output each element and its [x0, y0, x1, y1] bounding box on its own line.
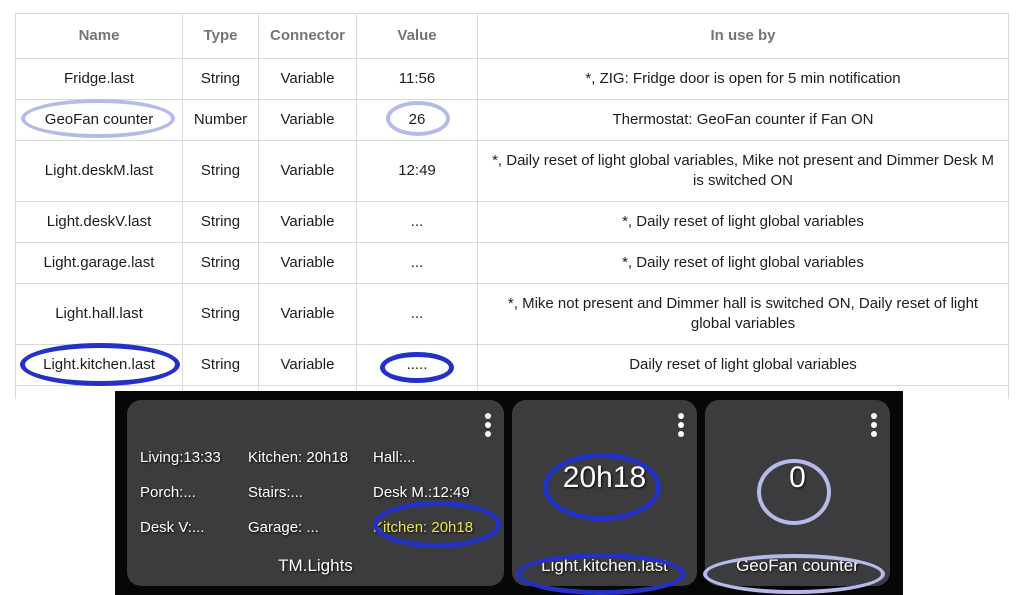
status-porch: Porch:... [140, 484, 196, 501]
cell-in-use-by: *, Mike not present and Dimmer hall is s… [477, 283, 1009, 345]
cell-type: String [182, 58, 259, 100]
cell-type: String [182, 283, 259, 345]
cell-value: ... [356, 242, 478, 284]
tile-title: TM.Lights [278, 556, 353, 575]
global-variables-table-container: Name Type Connector Value In use by Frid… [15, 13, 1009, 399]
kebab-menu-icon[interactable] [485, 413, 491, 437]
status-kitchen-highlighted: Kitchen: 20h18 [373, 519, 474, 536]
column-header-in-use-by: In use by [477, 13, 1009, 59]
cell-connector: Variable [258, 140, 357, 202]
cell-name: Fridge.last [15, 58, 183, 100]
cell-type: String [182, 344, 259, 386]
lights-status-grid: Living:13:33 Kitchen: 20h18 Hall:... Por… [127, 400, 504, 545]
cell-value: 26 [356, 99, 478, 141]
cell-name: Light.garage.last [15, 242, 183, 284]
tile-title: Light.kitchen.last [541, 556, 668, 575]
cell-in-use-by: Thermostat: GeoFan counter if Fan ON [477, 99, 1009, 141]
table-row: Light.hall.last String Variable ... *, M… [15, 283, 1009, 345]
cell-connector: Variable [258, 99, 357, 141]
cell-in-use-by: *, Daily reset of light global variables [477, 242, 1009, 284]
cell-type: String [182, 242, 259, 284]
table-row: Light.kitchen.last String Variable .....… [15, 344, 1009, 386]
tile-tm-lights: Living:13:33 Kitchen: 20h18 Hall:... Por… [127, 400, 504, 586]
column-header-type: Type [182, 13, 259, 59]
tile-value: 0 [789, 461, 806, 494]
cell-value: ... [356, 201, 478, 243]
status-desk-v: Desk V:... [140, 519, 205, 536]
cell-name: Light.deskV.last [15, 201, 183, 243]
column-header-value: Value [356, 13, 478, 59]
cell-name: Light.deskM.last [15, 140, 183, 202]
table-row: Light.deskV.last String Variable ... *, … [15, 201, 1009, 243]
cell-in-use-by: *, Daily reset of light global variables… [477, 140, 1009, 202]
status-garage: Garage: ... [248, 519, 319, 536]
table-row: GeoFan counter Number Variable 26 Thermo… [15, 99, 1009, 141]
table-row: Fridge.last String Variable 11:56 *, ZIG… [15, 58, 1009, 100]
tile-geofan-counter: 0 GeoFan counter [705, 400, 890, 586]
tile-title: GeoFan counter [736, 556, 859, 575]
cell-type: String [182, 140, 259, 202]
cell-type: String [182, 201, 259, 243]
tile-value: 20h18 [562, 461, 647, 494]
status-stairs: Stairs:... [248, 484, 304, 501]
status-desk-m: Desk M.:12:49 [373, 484, 470, 501]
cell-name: Light.kitchen.last [15, 344, 183, 386]
column-header-connector: Connector [258, 13, 357, 59]
global-variables-table: Name Type Connector Value In use by Frid… [15, 13, 1009, 399]
cell-in-use-by: *, Daily reset of light global variables [477, 201, 1009, 243]
cell-connector: Variable [258, 201, 357, 243]
cell-connector: Variable [258, 283, 357, 345]
cell-value: 11:56 [356, 58, 478, 100]
cell-name: Light.hall.last [15, 283, 183, 345]
cell-connector: Variable [258, 58, 357, 100]
cell-in-use-by: Daily reset of light global variables [477, 344, 1009, 386]
cell-name: GeoFan counter [15, 99, 183, 141]
cell-connector: Variable [258, 242, 357, 284]
cell-value: 12:49 [356, 140, 478, 202]
cell-in-use-by: *, ZIG: Fridge door is open for 5 min no… [477, 58, 1009, 100]
status-living: Living:13:33 [140, 449, 221, 466]
column-header-name: Name [15, 13, 183, 59]
table-row: Light.deskM.last String Variable 12:49 *… [15, 140, 1009, 202]
kebab-menu-icon[interactable] [678, 413, 684, 437]
table-row: Light.garage.last String Variable ... *,… [15, 242, 1009, 284]
kebab-menu-icon[interactable] [871, 413, 877, 437]
cell-value: ..... [356, 344, 478, 386]
dashboard-band: Living:13:33 Kitchen: 20h18 Hall:... Por… [115, 391, 903, 595]
cell-type: Number [182, 99, 259, 141]
table-header-row: Name Type Connector Value In use by [15, 13, 1009, 59]
cell-value: ... [356, 283, 478, 345]
tile-light-kitchen-last: 20h18 Light.kitchen.last [512, 400, 697, 586]
status-kitchen: Kitchen: 20h18 [248, 449, 349, 466]
status-hall: Hall:... [373, 449, 416, 466]
cell-connector: Variable [258, 344, 357, 386]
